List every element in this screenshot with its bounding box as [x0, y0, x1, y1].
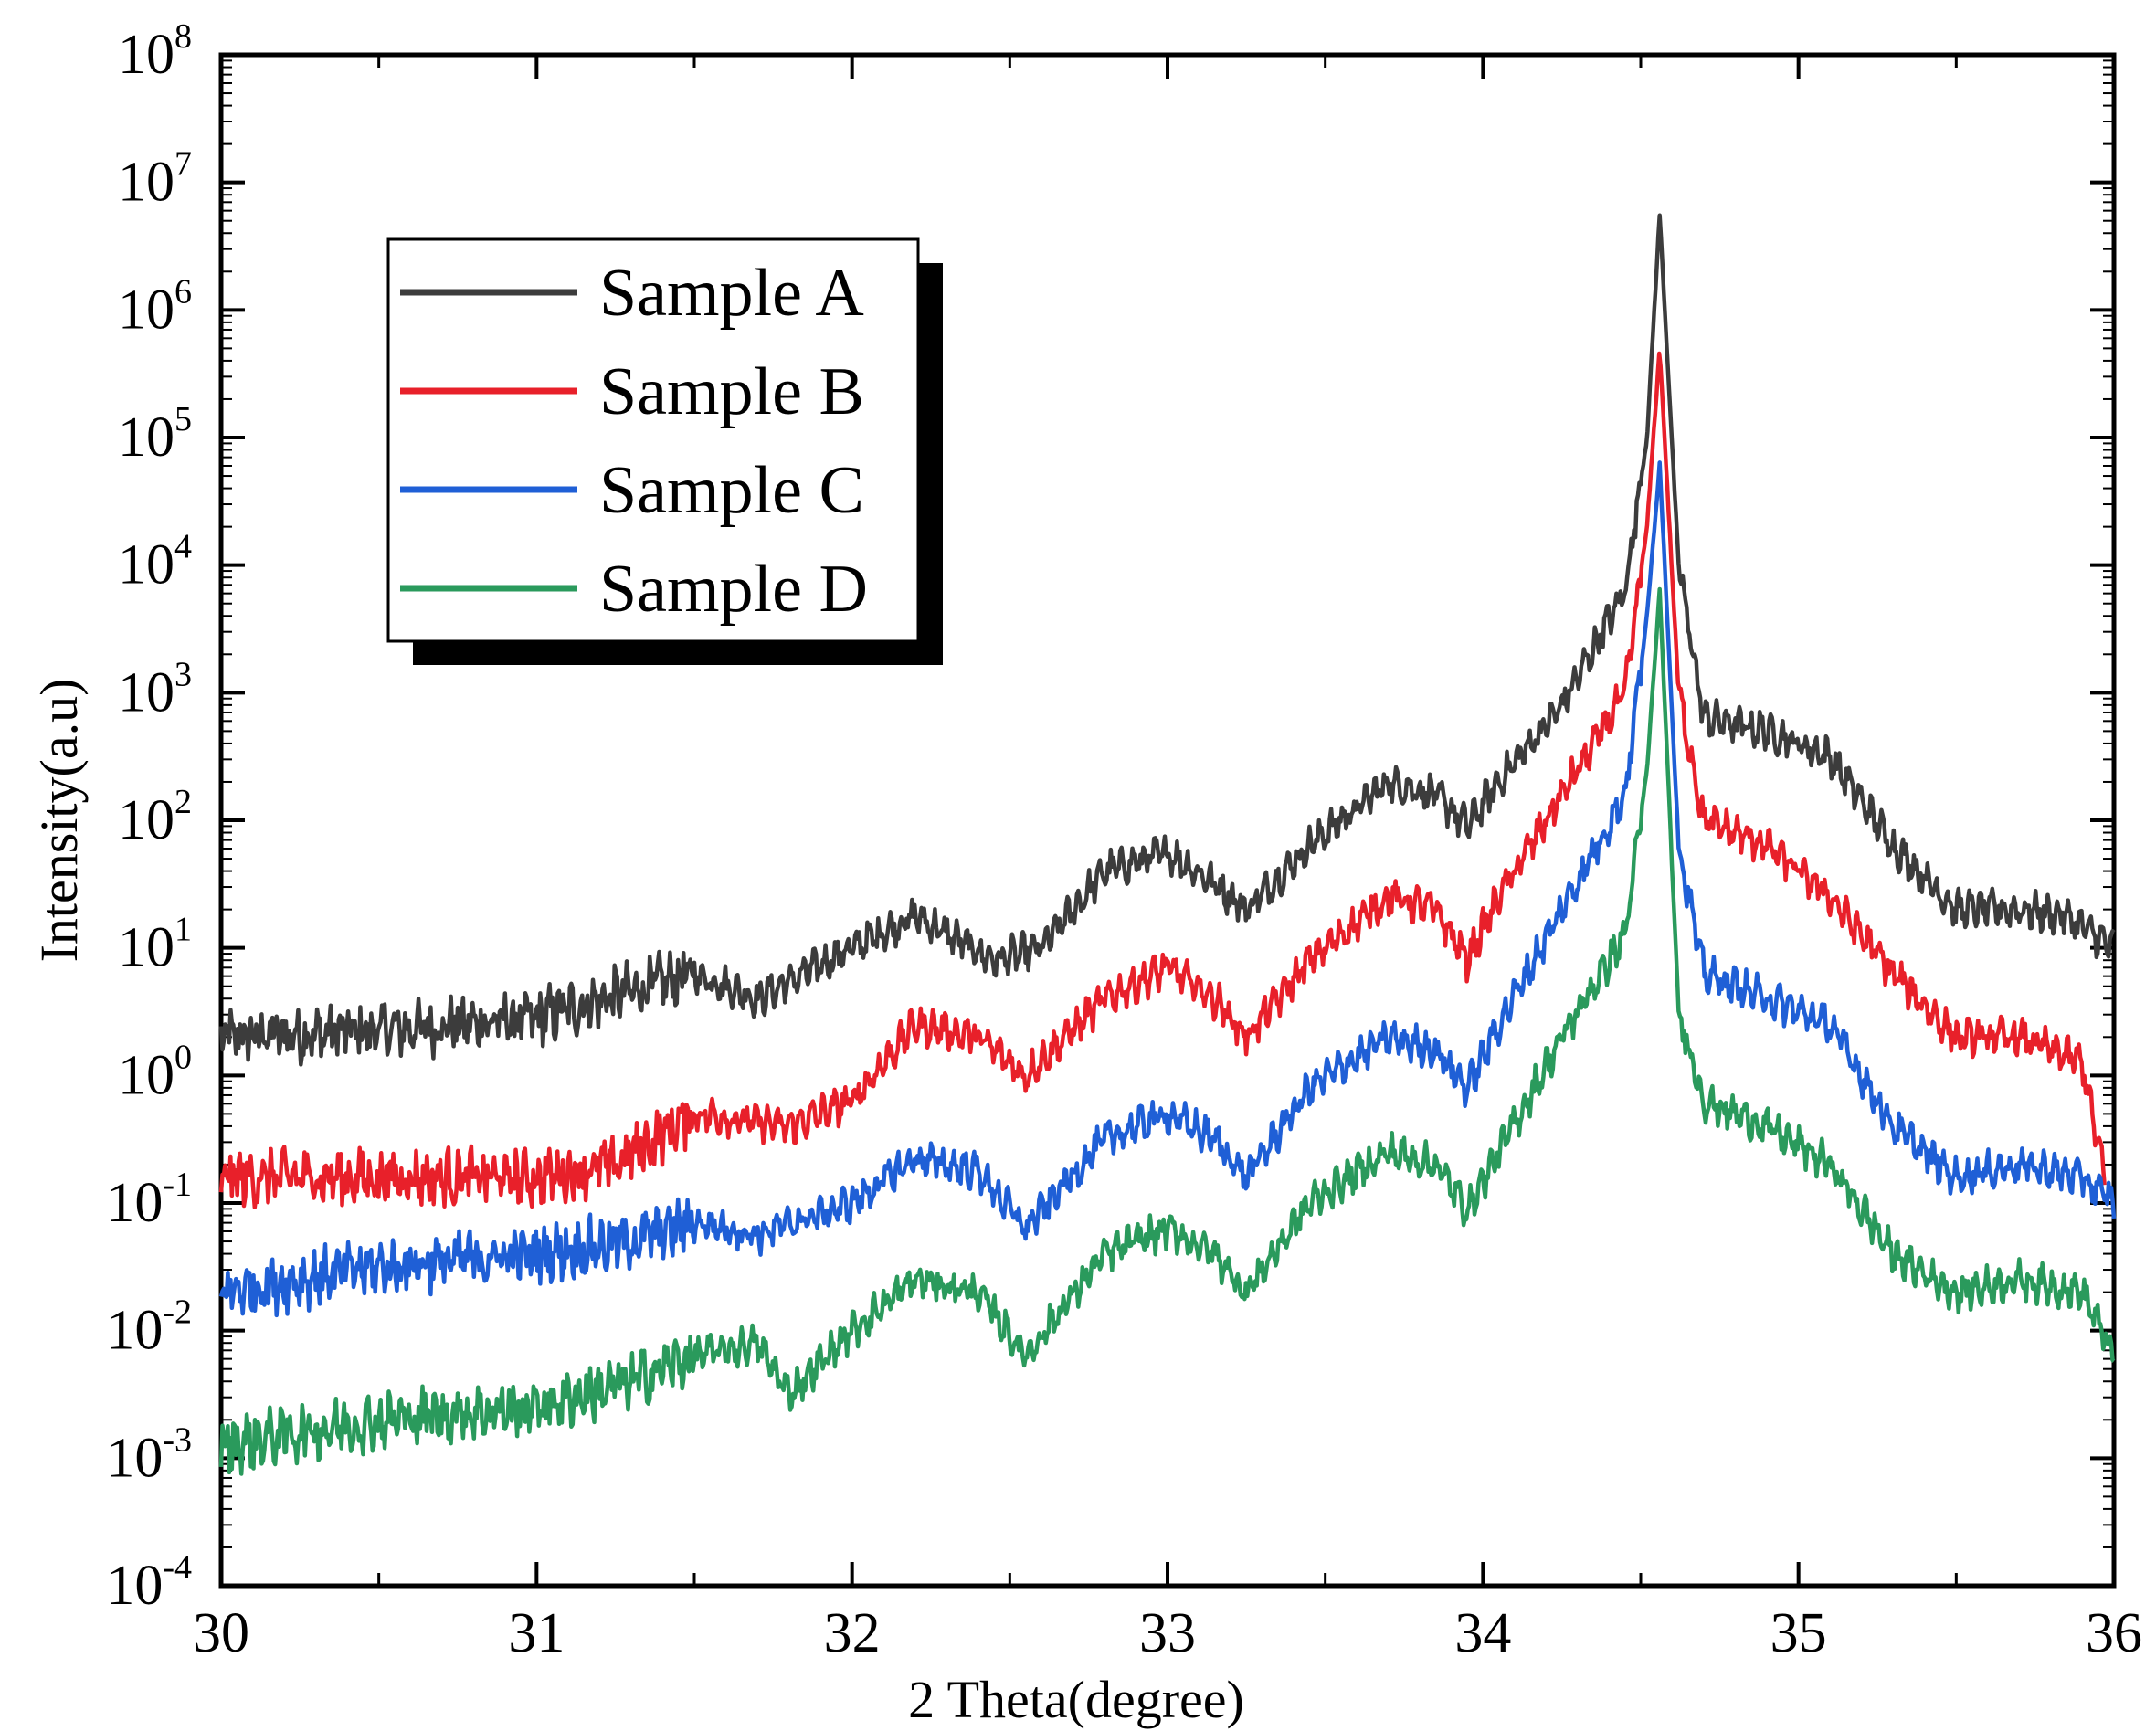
y-tick-label: 10-4 — [106, 1548, 192, 1617]
y-axis-title: Intensity(a.u) — [29, 679, 89, 963]
legend-label: Sample C — [599, 453, 864, 528]
x-tick-label: 30 — [193, 1602, 249, 1664]
series-line-3 — [218, 460, 2117, 1318]
series-line-4 — [218, 586, 2116, 1476]
x-tick-label: 33 — [1139, 1602, 1196, 1664]
legend-label: Sample A — [599, 256, 864, 331]
y-tick-label: 10-2 — [106, 1293, 192, 1362]
series-line-2 — [218, 351, 2107, 1209]
y-tick-label: 10-1 — [106, 1166, 192, 1234]
x-tick-label: 36 — [2086, 1602, 2142, 1664]
y-tick-label: 101 — [118, 911, 192, 979]
y-tick-label: 103 — [118, 655, 192, 723]
series-line-1 — [218, 213, 2116, 1067]
x-axis-title: 2 Theta(degree) — [908, 1670, 1244, 1729]
y-tick-label: 10-3 — [106, 1420, 192, 1489]
legend-label: Sample B — [599, 354, 864, 429]
y-tick-label: 106 — [118, 272, 192, 341]
y-tick-label: 102 — [118, 783, 192, 851]
y-tick-label: 105 — [118, 400, 192, 469]
y-tick-label: 108 — [118, 17, 192, 86]
legend-label: Sample D — [599, 552, 868, 627]
legend: Sample A Sample B Sample C Sample D — [386, 237, 943, 665]
y-tick-label: 107 — [118, 145, 192, 214]
x-tick-label: 31 — [508, 1602, 565, 1664]
x-tick-label: 35 — [1770, 1602, 1827, 1664]
x-tick-label: 34 — [1454, 1602, 1511, 1664]
x-tick-label: 32 — [824, 1602, 881, 1664]
y-tick-label: 104 — [118, 528, 192, 596]
legend-box — [386, 237, 920, 643]
y-tick-label: 100 — [118, 1038, 192, 1106]
